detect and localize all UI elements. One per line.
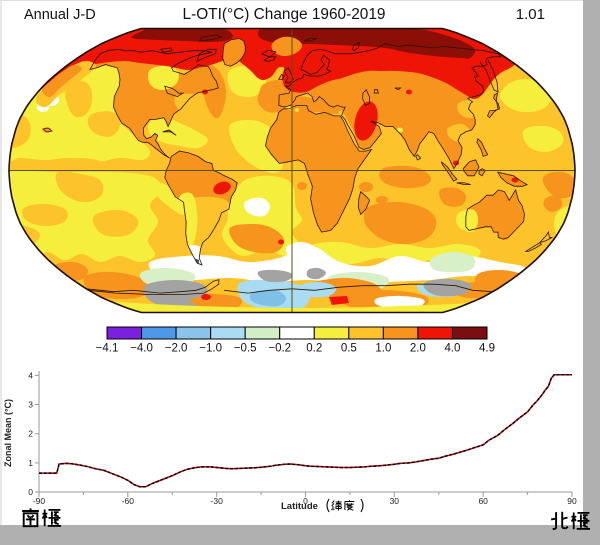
svg-text:−0.5: −0.5	[234, 343, 257, 355]
svg-text:3: 3	[28, 400, 33, 410]
svg-text:L-OTI(°C) Change 1960-2019: L-OTI(°C) Change 1960-2019	[183, 6, 386, 23]
svg-text:60: 60	[478, 496, 488, 506]
svg-text:1.0: 1.0	[375, 343, 391, 355]
svg-text:Latitude: Latitude	[281, 501, 318, 512]
svg-text:Annual J-D: Annual J-D	[24, 7, 96, 23]
svg-text:-60: -60	[122, 496, 135, 506]
svg-text:30: 30	[390, 496, 400, 506]
svg-text:1.01: 1.01	[516, 6, 545, 23]
svg-text:0: 0	[303, 496, 308, 506]
svg-text:-90: -90	[33, 496, 46, 506]
svg-text:-30: -30	[211, 496, 224, 506]
svg-text:−0.2: −0.2	[268, 343, 291, 355]
svg-text:4.0: 4.0	[444, 343, 460, 355]
svg-text:2: 2	[28, 429, 33, 439]
svg-text:4.9: 4.9	[479, 343, 495, 355]
svg-text:−4.0: −4.0	[130, 343, 153, 355]
svg-text:4: 4	[28, 370, 33, 380]
svg-text:−2.0: −2.0	[165, 343, 188, 355]
svg-text:90: 90	[567, 496, 577, 506]
svg-text:Zonal Mean (°C): Zonal Mean (°C)	[3, 399, 13, 467]
svg-text:−1.0: −1.0	[199, 343, 222, 355]
svg-text:0.2: 0.2	[306, 343, 322, 355]
svg-text:1: 1	[28, 458, 33, 468]
svg-text:2.0: 2.0	[410, 343, 426, 355]
svg-text:0: 0	[28, 487, 33, 497]
svg-text:0.5: 0.5	[341, 343, 357, 355]
svg-text:−4.1: −4.1	[96, 343, 119, 355]
